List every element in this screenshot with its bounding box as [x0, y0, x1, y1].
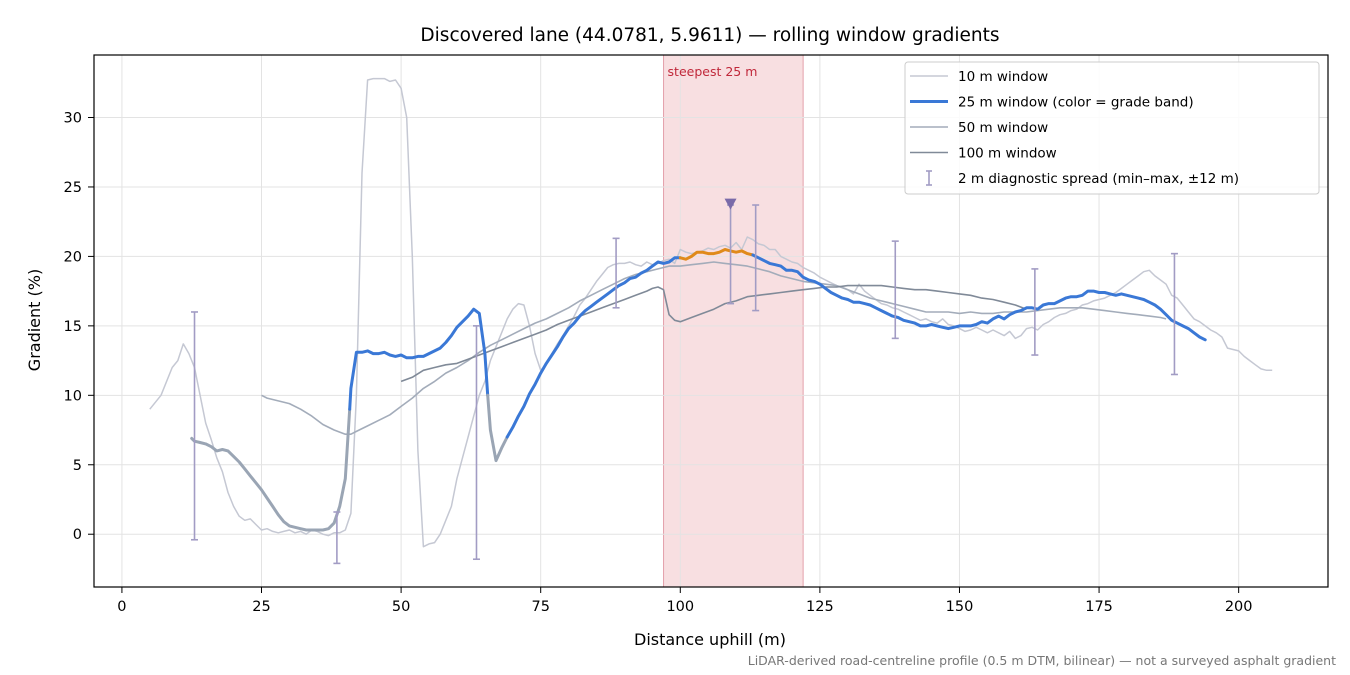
steepest-band: [663, 54, 804, 588]
series-25m-window-segment: [751, 253, 1207, 342]
plot-frame: [93, 54, 1329, 588]
series-25m-window-segment: [505, 256, 682, 439]
legend: 10 m window 25 m window (color = grade ba…: [904, 61, 1320, 195]
series-10m-window: [149, 77, 1273, 548]
legend-item: 10 m window: [910, 69, 1048, 85]
y-tick-label: 30: [64, 111, 82, 127]
x-tick-label: 100: [666, 599, 694, 615]
y-tick-label: 10: [64, 388, 82, 404]
diagnostic-errorbar: [333, 511, 341, 565]
legend-label: 50 m window: [958, 120, 1048, 136]
legend-item: 25 m window (color = grade band): [910, 95, 1194, 111]
series-25m-window-segment: [678, 248, 755, 261]
x-axis-title: Distance uphill (m): [634, 630, 786, 649]
diagnostic-errorbar: [612, 237, 620, 309]
legend-item: 2 m diagnostic spread (min–max, ±12 m): [926, 170, 1239, 187]
x-tick-label: 0: [117, 599, 126, 615]
y-tick-label: 20: [64, 249, 82, 265]
x-tick-label: 75: [531, 599, 549, 615]
x-tick-label: 175: [1085, 599, 1113, 615]
y-axis-title: Gradient (%): [25, 269, 44, 371]
y-tick-label: 25: [64, 180, 82, 196]
x-tick-label: 50: [392, 599, 410, 615]
diagnostic-errorbar: [1031, 268, 1039, 356]
series-25m-window-segment: [486, 393, 509, 463]
chart-title: Discovered lane (44.0781, 5.9611) — roll…: [420, 25, 999, 46]
diagnostic-errorbar: [191, 311, 199, 541]
legend-label: 100 m window: [958, 146, 1057, 162]
diagnostic-errorbar: [1170, 252, 1178, 376]
footnote: LiDAR-derived road-centreline profile (0…: [748, 653, 1336, 668]
diagnostic-errorbar: [891, 240, 899, 340]
legend-item: 100 m window: [910, 146, 1057, 162]
diagnostic-errorbar: [752, 204, 760, 312]
legend-label: 10 m window: [958, 69, 1048, 85]
x-tick-label: 150: [946, 599, 974, 615]
peak-marker-icon: [724, 198, 737, 210]
series-group: [149, 77, 1273, 565]
y-tick-label: 0: [73, 527, 82, 543]
x-tick-label: 25: [252, 599, 270, 615]
y-tick-label: 15: [64, 319, 82, 335]
legend-label: 25 m window (color = grade band): [958, 95, 1194, 111]
series-25m-window-segment: [348, 307, 490, 411]
legend-item: 50 m window: [910, 120, 1048, 136]
diagnostic-errorbar: [472, 325, 480, 561]
x-tick-label: 200: [1225, 599, 1253, 615]
legend-label: 2 m diagnostic spread (min–max, ±12 m): [958, 171, 1239, 187]
y-tick-label: 5: [73, 458, 82, 474]
legend-box: [904, 61, 1320, 195]
steepest-band-label: steepest 25 m: [668, 64, 758, 79]
series-100m-window: [400, 284, 1027, 383]
x-tick-label: 125: [806, 599, 834, 615]
series-25m-window-segment: [190, 407, 352, 532]
